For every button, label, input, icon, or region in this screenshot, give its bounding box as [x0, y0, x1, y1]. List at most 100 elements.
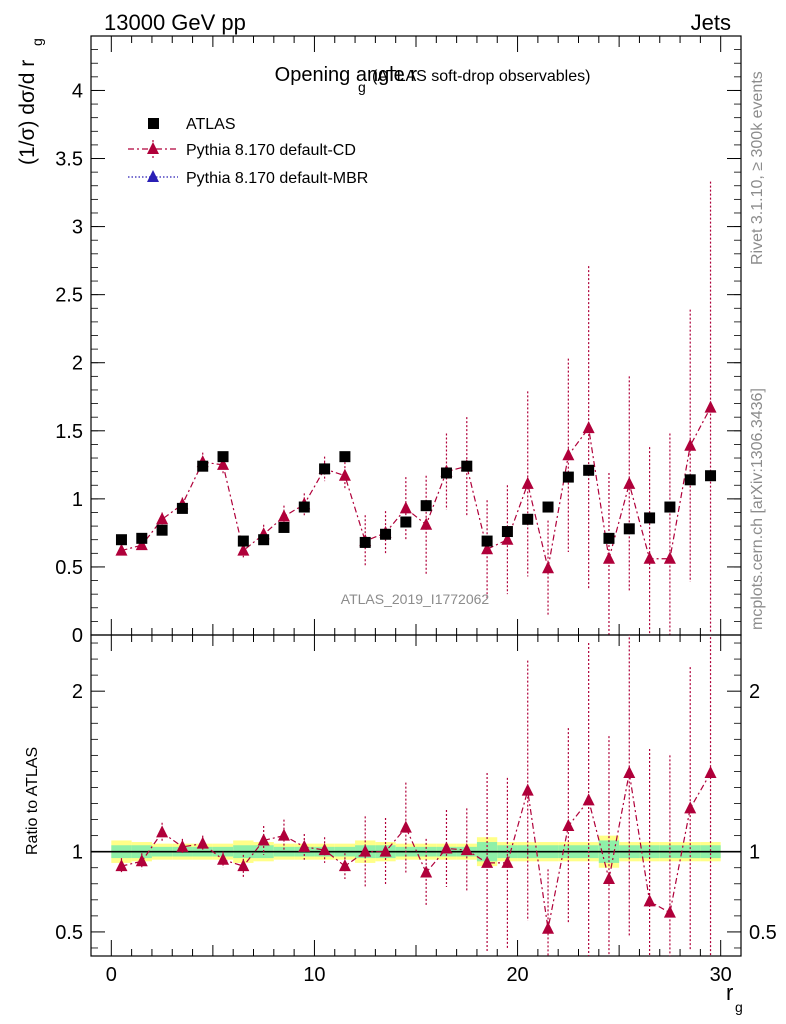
mc-cd-point [399, 501, 412, 514]
mcplots-label: mcplots.cern.ch [arXiv:1306.3436] [749, 388, 766, 630]
mc-cd-ratio-point [217, 852, 230, 865]
y-tick-label: 1.5 [55, 421, 83, 443]
mc-cd-ratio-point [176, 839, 189, 852]
ratio-y-tick-label: 0.5 [55, 922, 83, 944]
mc-cd-ratio-point [663, 905, 676, 918]
atlas-data-point [461, 460, 473, 472]
atlas-data-point [562, 471, 574, 483]
y-axis-label: (1/σ) dσ/d r [16, 60, 39, 165]
mc-cd-ratio-point [562, 818, 575, 831]
mc-cd-ratio-point [582, 793, 595, 806]
atlas-data-point [481, 535, 493, 547]
atlas-data-point [156, 524, 168, 536]
atlas-data-point [359, 536, 371, 548]
legend-label-atlas: ATLAS [186, 116, 236, 133]
mc-cd-line [121, 407, 712, 569]
legend-marker-cd [147, 142, 159, 154]
y-axis-label-subscript: g [29, 38, 45, 46]
ratio-y-axis-label: Ratio to ATLAS [24, 747, 41, 855]
plot-title: Opening angle r [275, 64, 418, 86]
atlas-data-point [115, 534, 127, 546]
mc-cd-ratio-point [318, 843, 331, 856]
mc-cd-point [338, 468, 351, 481]
atlas-data-point [176, 502, 188, 514]
ratio-y-tick-label-right: 0.5 [749, 922, 777, 944]
atlas-data-point [501, 526, 513, 538]
mc-cd-point [704, 400, 717, 413]
legend-label-mbr: Pythia 8.170 default-MBR [186, 170, 368, 187]
atlas-data-point [136, 532, 148, 544]
mc-cd-ratio-point [399, 820, 412, 833]
mc-cd-ratio-point [196, 836, 209, 849]
mc-cd-point [684, 438, 697, 451]
mc-cd-ratio-point [440, 841, 453, 854]
mc-cd-point [582, 421, 595, 434]
ratio-panel-frame [90, 634, 742, 957]
x-tick-label: 30 [710, 964, 732, 986]
x-tick-label: 10 [303, 964, 325, 986]
mc-cd-point [237, 543, 250, 556]
atlas-data-point [237, 535, 249, 547]
atlas-data-point [684, 474, 696, 486]
mc-cd-point [501, 532, 514, 545]
header-energy-label: 13000 GeV pp [104, 10, 246, 35]
mc-cd-ratio-point [481, 855, 494, 868]
header-process-label: Jets [691, 10, 731, 35]
mc-cd-point [135, 538, 148, 551]
atlas-data-point [664, 501, 676, 513]
mc-cd-ratio-point [602, 871, 615, 884]
mc-cd-point [521, 476, 534, 489]
atlas-data-point [644, 512, 656, 524]
ratio-y-tick-label: 2 [72, 681, 83, 703]
atlas-data-point [583, 464, 595, 476]
atlas-data-point [197, 460, 209, 472]
mc-cd-ratio-point [135, 854, 148, 867]
legend: ATLAS Pythia 8.170 default-CD Pythia 8.1… [128, 116, 368, 187]
mc-cd-ratio-point [298, 839, 311, 852]
atlas-data-point [603, 532, 615, 544]
mc-cd-point [643, 551, 656, 564]
mc-cd-point [156, 512, 169, 525]
plot-title-suffix: (ATLAS soft-drop observables) [372, 68, 590, 85]
mc-cd-point [420, 517, 433, 530]
x-tick-label: 0 [106, 964, 117, 986]
atlas-data-point [440, 467, 452, 479]
y-tick-label: 2.5 [55, 285, 83, 307]
rivet-version-label: Rivet 3.1.10, ≥ 300k events [749, 71, 766, 265]
mc-cd-point [602, 551, 615, 564]
mc-cd-ratio-point [257, 833, 270, 846]
y-tick-label: 0 [72, 625, 83, 647]
y-tick-label: 1 [72, 489, 83, 511]
mc-cd-ratio-line [121, 772, 712, 929]
legend-marker-mbr [147, 170, 159, 182]
x-axis-label: r [726, 980, 733, 1005]
x-tick-label: 20 [506, 964, 528, 986]
mc-cd-point [562, 448, 575, 461]
atlas-data-point [623, 523, 635, 535]
analysis-watermark: ATLAS_2019_I1772062 [341, 591, 490, 607]
mc-cd-point [623, 476, 636, 489]
atlas-data-point [380, 528, 392, 540]
y-tick-label: 3.5 [55, 149, 83, 171]
x-axis-label-subscript: g [735, 999, 743, 1015]
mc-cd-ratio-point [237, 859, 250, 872]
mc-cd-ratio-point [643, 894, 656, 907]
mc-cd-point [115, 543, 128, 556]
atlas-data-point [319, 463, 331, 475]
plot-title-subscript: g [358, 79, 366, 95]
mc-cd-ratio-point [501, 855, 514, 868]
mc-cd-point [663, 551, 676, 564]
ratio-y-tick-label-right: 1 [749, 842, 760, 864]
ratio-panel-marks [91, 635, 741, 956]
mc-cd-ratio-point [338, 859, 351, 872]
mc-cd-ratio-point [704, 766, 717, 779]
mc-cd-ratio-point [379, 844, 392, 857]
atlas-data-point [258, 534, 270, 546]
mc-cd-ratio-point [156, 825, 169, 838]
atlas-data-point [298, 501, 310, 513]
mc-cd-ratio-point [115, 859, 128, 872]
mc-cd-ratio-point [521, 783, 534, 796]
mc-cd-ratio-point [460, 843, 473, 856]
main-panel-marks [115, 181, 717, 635]
mc-cd-point [481, 542, 494, 555]
